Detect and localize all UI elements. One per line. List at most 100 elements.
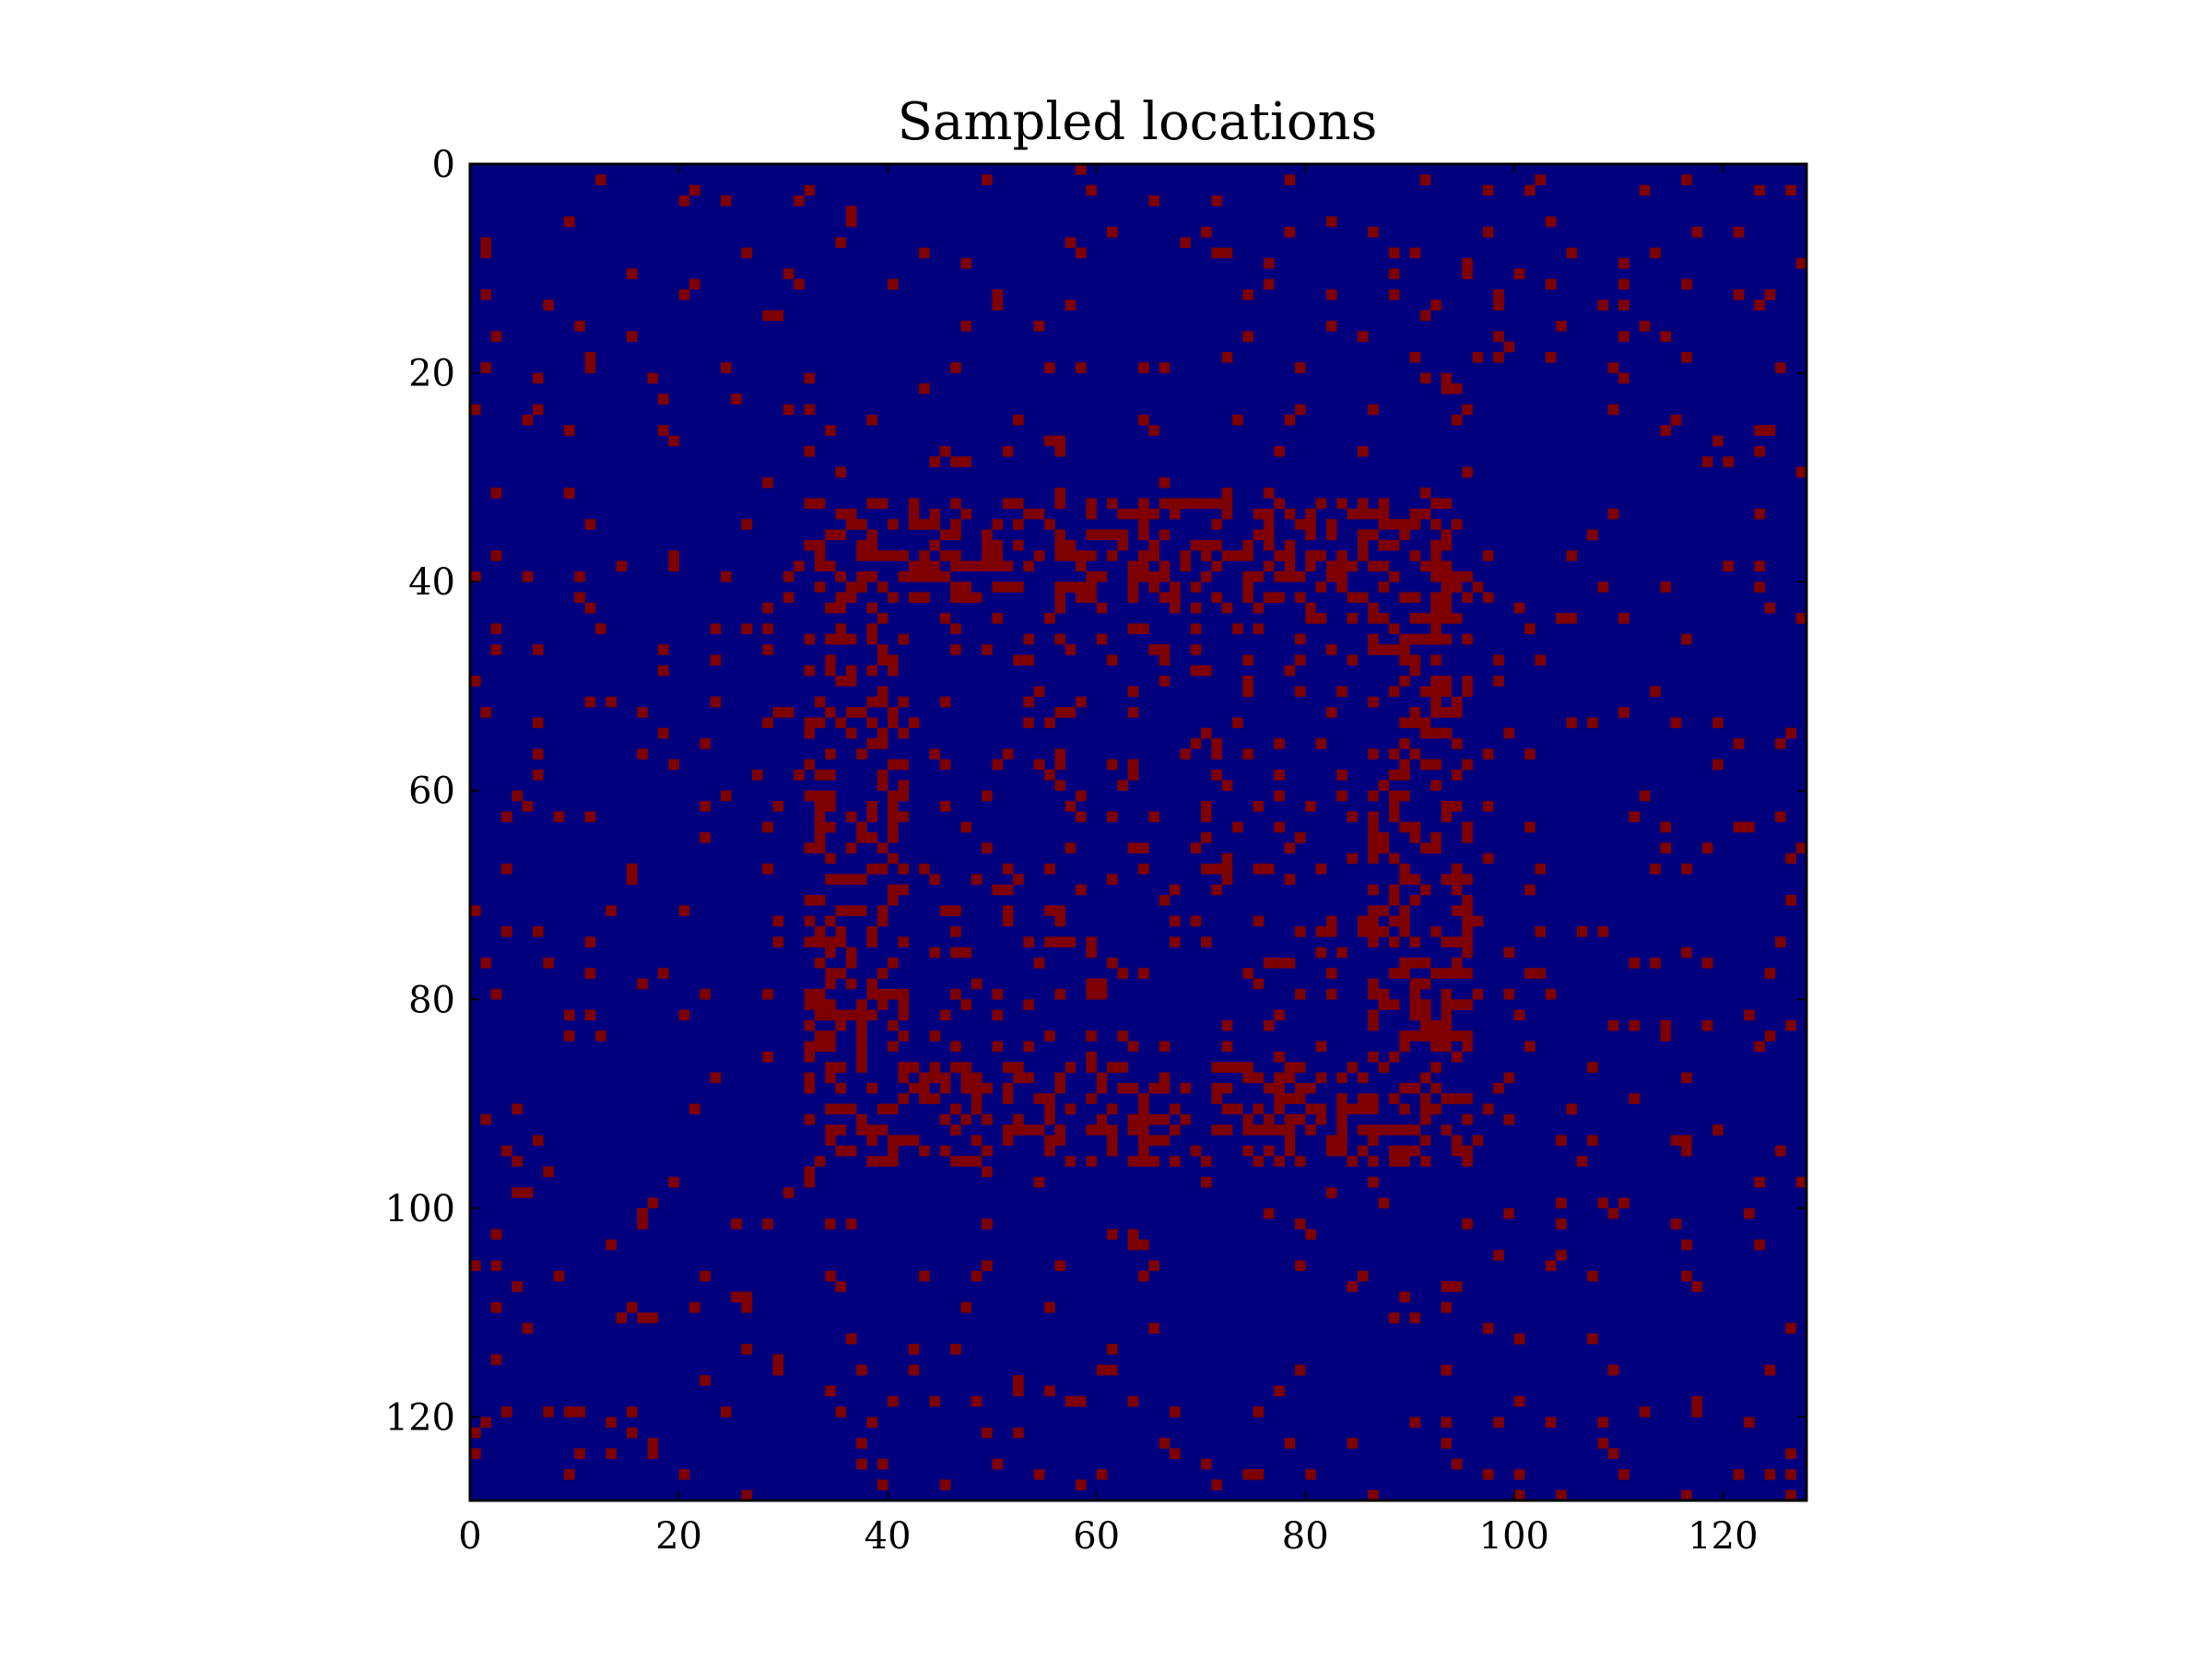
sampled-cell [532, 404, 544, 416]
sampled-cell [971, 1135, 982, 1147]
sampled-cell [1451, 1135, 1463, 1147]
sampled-cell [835, 936, 847, 947]
sampled-cell [960, 947, 972, 959]
sampled-cell [1054, 1082, 1066, 1094]
sampled-cell [1054, 633, 1066, 645]
sampled-cell [1607, 1364, 1619, 1376]
sampled-cell [1764, 1469, 1776, 1480]
sampled-cell [1274, 1156, 1285, 1167]
sampled-cell [866, 529, 878, 541]
sampled-cell [1263, 863, 1275, 875]
sampled-cell [1691, 226, 1703, 238]
sampled-cell [1399, 1030, 1410, 1041]
sampled-cell [1253, 1406, 1265, 1418]
sampled-cell [1086, 1124, 1097, 1135]
sampled-cell [1076, 884, 1087, 896]
sampled-cell [1294, 832, 1306, 843]
sampled-cell [845, 947, 857, 959]
sampled-cell [1325, 988, 1337, 1000]
sampled-cell [584, 968, 596, 979]
sampled-cell [1566, 717, 1578, 729]
sampled-cell [1754, 445, 1765, 457]
sampled-cell [1639, 184, 1651, 196]
sampled-cell [1357, 1103, 1369, 1115]
sampled-cell [845, 592, 857, 604]
sampled-cell [825, 1009, 836, 1021]
sampled-cell [522, 571, 534, 582]
sampled-cell [1472, 915, 1484, 927]
sampled-cell [1493, 300, 1504, 311]
sampled-cell [1086, 1030, 1097, 1041]
sampled-cell [1336, 1145, 1347, 1157]
sampled-cell [1399, 957, 1410, 969]
sampled-cell [825, 874, 836, 885]
sampled-cell [1263, 957, 1275, 969]
sampled-cell [1754, 1239, 1765, 1251]
sampled-cell [1785, 727, 1796, 739]
sampled-cell [762, 1051, 773, 1063]
sampled-cell [1221, 1103, 1233, 1115]
sampled-cell [1086, 1062, 1097, 1073]
sampled-cell [898, 999, 910, 1010]
sampled-cell [1451, 1051, 1463, 1063]
sampled-cell [1462, 874, 1473, 885]
sampled-cell [1002, 915, 1014, 927]
sampled-cell [888, 1395, 899, 1407]
sampled-cell [1200, 226, 1212, 238]
sampled-cell [500, 1406, 512, 1418]
sampled-cell [1764, 968, 1776, 979]
sampled-cell [594, 174, 606, 185]
sampled-cell [1430, 968, 1441, 979]
sampled-cell [553, 1270, 565, 1282]
sampled-cell [1795, 842, 1807, 853]
sampled-cell [845, 582, 857, 593]
sampled-cell [856, 1030, 867, 1041]
sampled-cell [1462, 404, 1473, 416]
sampled-cell [845, 1009, 857, 1021]
sampled-cell [1200, 1458, 1212, 1470]
sampled-cell [992, 1458, 1004, 1470]
sampled-cell [1127, 592, 1139, 604]
sampled-cell [1368, 1009, 1379, 1021]
x-tick-label: 100 [1479, 1515, 1549, 1558]
sampled-cell [929, 947, 941, 959]
sampled-cell [1044, 1301, 1055, 1313]
sampled-cell [637, 1207, 648, 1219]
sampled-cell [1294, 654, 1306, 666]
sampled-cell [950, 592, 961, 604]
sampled-cell [1451, 582, 1463, 593]
sampled-cell [950, 623, 961, 635]
sampled-cell [1023, 717, 1035, 729]
sampled-cell [1785, 1469, 1796, 1480]
sampled-cell [741, 623, 753, 635]
sampled-cell [919, 247, 930, 259]
sampled-cell [1013, 1113, 1024, 1125]
sampled-cell [1023, 999, 1035, 1010]
sampled-cell [1044, 936, 1055, 947]
sampled-cell [1419, 560, 1431, 572]
sampled-cell [835, 1062, 847, 1073]
sampled-cell [1263, 278, 1275, 290]
sampled-cell [1284, 174, 1296, 185]
sampled-cell [1535, 654, 1547, 666]
sampled-cell [741, 1291, 753, 1303]
sampled-cell [1399, 1082, 1410, 1094]
sampled-cell [1451, 863, 1463, 875]
sampled-cell [1002, 905, 1014, 916]
sampled-cell [1138, 529, 1149, 541]
sampled-cell [1378, 832, 1390, 843]
sampled-cell [845, 1333, 857, 1345]
sampled-cell [1274, 592, 1285, 604]
sampled-cell [1076, 362, 1087, 373]
sampled-cell [1044, 362, 1055, 373]
sampled-cell [1127, 770, 1139, 781]
sampled-cell [845, 842, 857, 853]
sampled-cell [1148, 550, 1159, 561]
sampled-cell [1775, 811, 1786, 822]
sampled-cell [1044, 1093, 1055, 1104]
sampled-cell [1347, 508, 1359, 520]
sampled-cell [762, 623, 773, 635]
sampled-cell [866, 925, 878, 937]
sampled-cell [1284, 414, 1296, 426]
sampled-cell [804, 1176, 816, 1188]
